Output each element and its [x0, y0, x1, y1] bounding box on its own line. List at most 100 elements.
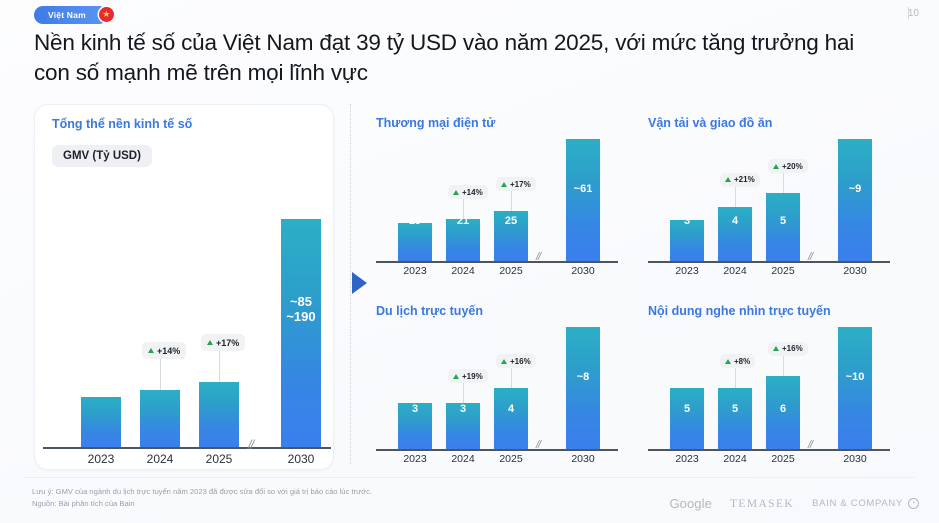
- bar-2025: [766, 193, 800, 261]
- growth-badge-2024: +14%: [142, 342, 187, 360]
- growth-connector: [783, 173, 784, 194]
- x-label-2024: 2024: [723, 265, 747, 277]
- bar-2023: [670, 388, 704, 449]
- online-media-panel: Nội dung nghe nhìn trực tuyến // 5 2023 5 20…: [648, 304, 898, 469]
- overall-economy-card: Tổng thể nền kinh tế số GMV (Tỷ USD) // 3…: [34, 104, 334, 470]
- growth-up-triangle-icon: [501, 181, 507, 187]
- page-title: Nền kinh tế số của Việt Nam đạt 39 tỷ US…: [34, 30, 855, 85]
- growth-up-triangle-icon: [453, 189, 459, 195]
- bar-2030: [281, 219, 321, 447]
- arrow-right-icon: [352, 272, 367, 294]
- bar-value-2024: 5: [731, 403, 739, 415]
- page-number-value: 10: [907, 8, 919, 19]
- footer-note: Lưu ý: GMV của ngành du lịch trực tuyến …: [32, 486, 372, 511]
- x-label-2025: 2025: [771, 453, 795, 465]
- growth-badge-2025: +17%: [201, 334, 246, 352]
- bar-value-2030: ~85 ~190: [286, 294, 316, 324]
- bar-2024: [718, 206, 752, 261]
- growth-label: +19%: [462, 371, 483, 381]
- growth-connector: [511, 368, 512, 388]
- bar-value-2025: 6: [779, 403, 787, 415]
- growth-connector: [735, 186, 736, 207]
- bar-value-2030: ~9: [848, 183, 862, 195]
- bain-logo: BAIN & COMPANY ◔: [812, 498, 919, 509]
- growth-connector: [219, 351, 220, 383]
- growth-up-triangle-icon: [725, 358, 731, 364]
- footer-note-line-1: Lưu ý: GMV của ngành du lịch trực tuyến …: [32, 487, 373, 496]
- growth-connector: [735, 368, 736, 388]
- online-travel-chart-plot: // 3 2023 3 2024 4 2025 ~8 2030 +19% +16%: [376, 317, 618, 469]
- bar-2024: [140, 390, 180, 447]
- axis-break-marker: //: [536, 251, 541, 263]
- transport-food-chart-plot: // 3 2023 4 2024 5 2025 ~9 2030 +21% +20%: [648, 129, 890, 281]
- footer-note-line-2: Nguồn: Bài phân tích của Bain: [32, 499, 135, 509]
- bar-2030: [838, 139, 872, 261]
- bar-2030: [566, 327, 600, 449]
- x-label-2024: 2024: [451, 453, 475, 465]
- bar-2023: [670, 220, 704, 261]
- ecommerce-chart-title: Thương mại điện tử: [376, 116, 496, 130]
- x-label-2024: 2024: [723, 453, 747, 465]
- x-label-2025: 2025: [499, 453, 523, 465]
- growth-connector: [463, 199, 464, 219]
- bar-2024: [446, 403, 480, 449]
- bar-value-2024: 3: [459, 403, 467, 415]
- bar-value-2024: 4: [731, 215, 739, 227]
- online-media-chart-plot: // 5 2023 5 2024 6 2025 ~10 2030 +8% +16%: [648, 317, 890, 469]
- bar-value-2023: 5: [683, 403, 691, 415]
- bar-2024: [718, 388, 752, 449]
- growth-label: +8%: [734, 356, 751, 366]
- google-logo: Google: [669, 496, 712, 511]
- growth-badge-2025: +16%: [768, 341, 808, 356]
- growth-label: +14%: [462, 187, 483, 197]
- growth-badge-2025: +20%: [768, 159, 808, 174]
- bar-2030: [566, 139, 600, 261]
- bar-2025: [494, 388, 528, 449]
- x-label-2024: 2024: [146, 452, 174, 466]
- growth-label: +21%: [734, 175, 755, 185]
- axis-break-marker: //: [808, 439, 813, 451]
- bar-2023: [81, 397, 121, 447]
- bar-2023: [398, 403, 432, 449]
- x-axis-line: [43, 447, 331, 449]
- x-label-2023: 2023: [403, 265, 427, 277]
- growth-connector: [160, 359, 161, 391]
- growth-badge-2024: +21%: [720, 172, 760, 187]
- growth-label: +14%: [157, 345, 181, 356]
- x-label-2030: 2030: [571, 265, 595, 277]
- ecommerce-panel: Thương mại điện tử // 19 2023 21 2024 25 2025 ~…: [376, 116, 626, 281]
- x-label-2025: 2025: [771, 265, 795, 277]
- x-label-2025: 2025: [499, 265, 523, 277]
- bar-value-2023: 3: [683, 215, 691, 227]
- bar-2023: [398, 223, 432, 261]
- growth-up-triangle-icon: [148, 348, 154, 354]
- temasek-logo: TEMASEK: [729, 497, 795, 510]
- bar-value-2030: ~8: [576, 371, 590, 383]
- x-label-2023: 2023: [87, 452, 115, 466]
- footer-divider: [24, 477, 915, 478]
- growth-badge-2025: +17%: [496, 177, 536, 191]
- x-label-2030: 2030: [843, 265, 867, 277]
- growth-up-triangle-icon: [725, 177, 731, 183]
- growth-up-triangle-icon: [453, 373, 459, 379]
- online-travel-panel: Du lịch trực tuyến // 3 2023 3 2024 4 2025 ~8 20…: [376, 304, 626, 469]
- page-number-divider: [907, 7, 909, 19]
- growth-badge-2024: +14%: [448, 185, 488, 199]
- bar-value-2023: 19: [408, 215, 422, 227]
- bar-value-2024: 21: [456, 215, 470, 227]
- growth-up-triangle-icon: [207, 340, 213, 346]
- section-divider: [350, 104, 351, 464]
- axis-break-marker: //: [248, 437, 254, 452]
- x-label-2023: 2023: [675, 265, 699, 277]
- bar-2025: [766, 375, 800, 449]
- x-label-2030: 2030: [287, 452, 315, 466]
- growth-badge-2025: +16%: [496, 354, 536, 368]
- x-axis-line: [648, 261, 890, 263]
- growth-label: +16%: [510, 356, 531, 366]
- transport-food-chart-title: Vận tải và giao đồ ăn: [648, 116, 773, 130]
- bain-logo-text: BAIN & COMPANY: [812, 498, 903, 509]
- x-label-2030: 2030: [843, 453, 867, 465]
- x-label-2030: 2030: [571, 453, 595, 465]
